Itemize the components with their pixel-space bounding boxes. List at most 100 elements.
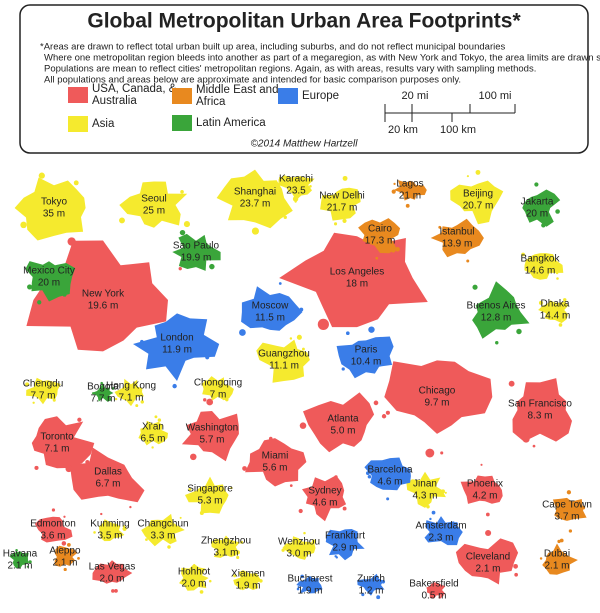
- urban-fragment: [495, 341, 499, 345]
- urban-fragment: [299, 422, 307, 429]
- city-name: Istanbul: [439, 227, 474, 238]
- urban-fragment: [119, 217, 125, 224]
- urban-area: [185, 476, 229, 514]
- urban-fragment: [236, 555, 240, 560]
- urban-fragment: [568, 529, 573, 533]
- urban-area: [542, 543, 578, 575]
- urban-area: [450, 180, 504, 225]
- urban-fragment: [425, 448, 435, 458]
- urban-area: [201, 376, 234, 401]
- city-population: 1.2 m: [358, 586, 383, 597]
- urban-fragment: [566, 490, 572, 495]
- urban-area: [406, 471, 446, 508]
- urban-areas: [9, 169, 587, 600]
- urban-fragment: [268, 436, 273, 441]
- urban-fragment: [172, 383, 177, 389]
- urban-fragment: [289, 337, 293, 340]
- urban-area: [54, 545, 78, 567]
- urban-fragment: [179, 516, 182, 519]
- city-population: 3.7 m: [554, 512, 579, 523]
- urban-fragment: [296, 334, 302, 340]
- urban-fragment: [20, 221, 27, 229]
- city-population: 19.6 m: [88, 301, 119, 312]
- urban-fragment: [555, 209, 560, 214]
- city-name: Moscow: [252, 301, 289, 312]
- city-population: 11.1 m: [269, 361, 299, 372]
- urban-area: [91, 383, 114, 402]
- urban-fragment: [440, 451, 444, 455]
- urban-fragment: [391, 189, 396, 194]
- urban-fragment: [67, 237, 76, 246]
- city-name: Singapore: [187, 484, 233, 495]
- city-population: 1.9 m: [297, 586, 322, 597]
- urban-fragment: [205, 355, 210, 360]
- urban-fragment: [203, 398, 207, 402]
- urban-fragment: [581, 505, 586, 510]
- urban-fragment: [317, 318, 329, 330]
- urban-area: [9, 551, 29, 569]
- urban-fragment: [431, 510, 436, 515]
- urban-fragment: [51, 508, 56, 512]
- urban-area: [69, 447, 145, 503]
- city-name: Washington: [186, 423, 238, 434]
- urban-fragment: [278, 282, 282, 285]
- urban-fragment: [67, 542, 71, 547]
- urban-fragment: [335, 556, 338, 559]
- urban-area: [172, 233, 221, 271]
- urban-area: [472, 281, 530, 339]
- city-name: Cape Town: [542, 500, 592, 511]
- urban-area: [241, 286, 303, 331]
- urban-fragment: [62, 292, 67, 297]
- urban-fragment: [534, 182, 539, 187]
- urban-fragment: [140, 400, 144, 404]
- city-population: 11.9 m: [162, 345, 192, 356]
- urban-fragment: [342, 218, 347, 223]
- city-population: 10.4 m: [351, 357, 382, 368]
- city-population: 3.6 m: [40, 531, 65, 542]
- urban-area: [320, 187, 361, 221]
- city-name: Miami: [262, 451, 289, 462]
- urban-fragment: [95, 572, 98, 575]
- city-name: Jinan: [413, 479, 437, 490]
- urban-area: [99, 519, 125, 542]
- urban-fragment: [92, 392, 95, 395]
- urban-fragment: [122, 526, 127, 531]
- urban-fragment: [114, 397, 118, 401]
- urban-area: [25, 261, 76, 302]
- urban-area: [357, 573, 385, 596]
- urban-fragment: [405, 203, 410, 208]
- city-name: London: [160, 333, 193, 344]
- urban-fragment: [365, 471, 370, 476]
- city-name: Barcelona: [367, 465, 412, 476]
- urban-fragment: [289, 484, 293, 487]
- urban-area: [245, 438, 307, 487]
- city-population: 25 m: [143, 206, 165, 217]
- urban-fragment: [368, 326, 375, 333]
- urban-fragment: [386, 497, 390, 501]
- city-name: New Delhi: [319, 191, 365, 202]
- urban-fragment: [516, 328, 522, 335]
- urban-fragment: [63, 567, 67, 572]
- urban-area: [181, 411, 239, 462]
- urban-fragment: [376, 595, 381, 600]
- city-population: 9.7 m: [424, 398, 449, 409]
- urban-fragment: [235, 550, 240, 555]
- city-population: 2.1 m: [475, 564, 500, 575]
- urban-fragment: [532, 444, 536, 448]
- urban-area: [336, 336, 394, 379]
- urban-fragment: [559, 538, 564, 543]
- urban-fragment: [294, 200, 297, 203]
- city-name: Cleveland: [466, 552, 510, 563]
- urban-fragment: [190, 453, 197, 461]
- city-population: 14.4 m: [540, 311, 571, 322]
- scale-label: 100 km: [440, 124, 476, 136]
- urban-fragment: [513, 563, 518, 569]
- urban-area: [358, 218, 401, 254]
- city-population: 2.0 m: [181, 579, 206, 590]
- urban-area: [92, 560, 133, 584]
- urban-fragment: [475, 169, 481, 175]
- urban-area: [26, 240, 169, 352]
- city-population: 2.9 m: [332, 543, 357, 554]
